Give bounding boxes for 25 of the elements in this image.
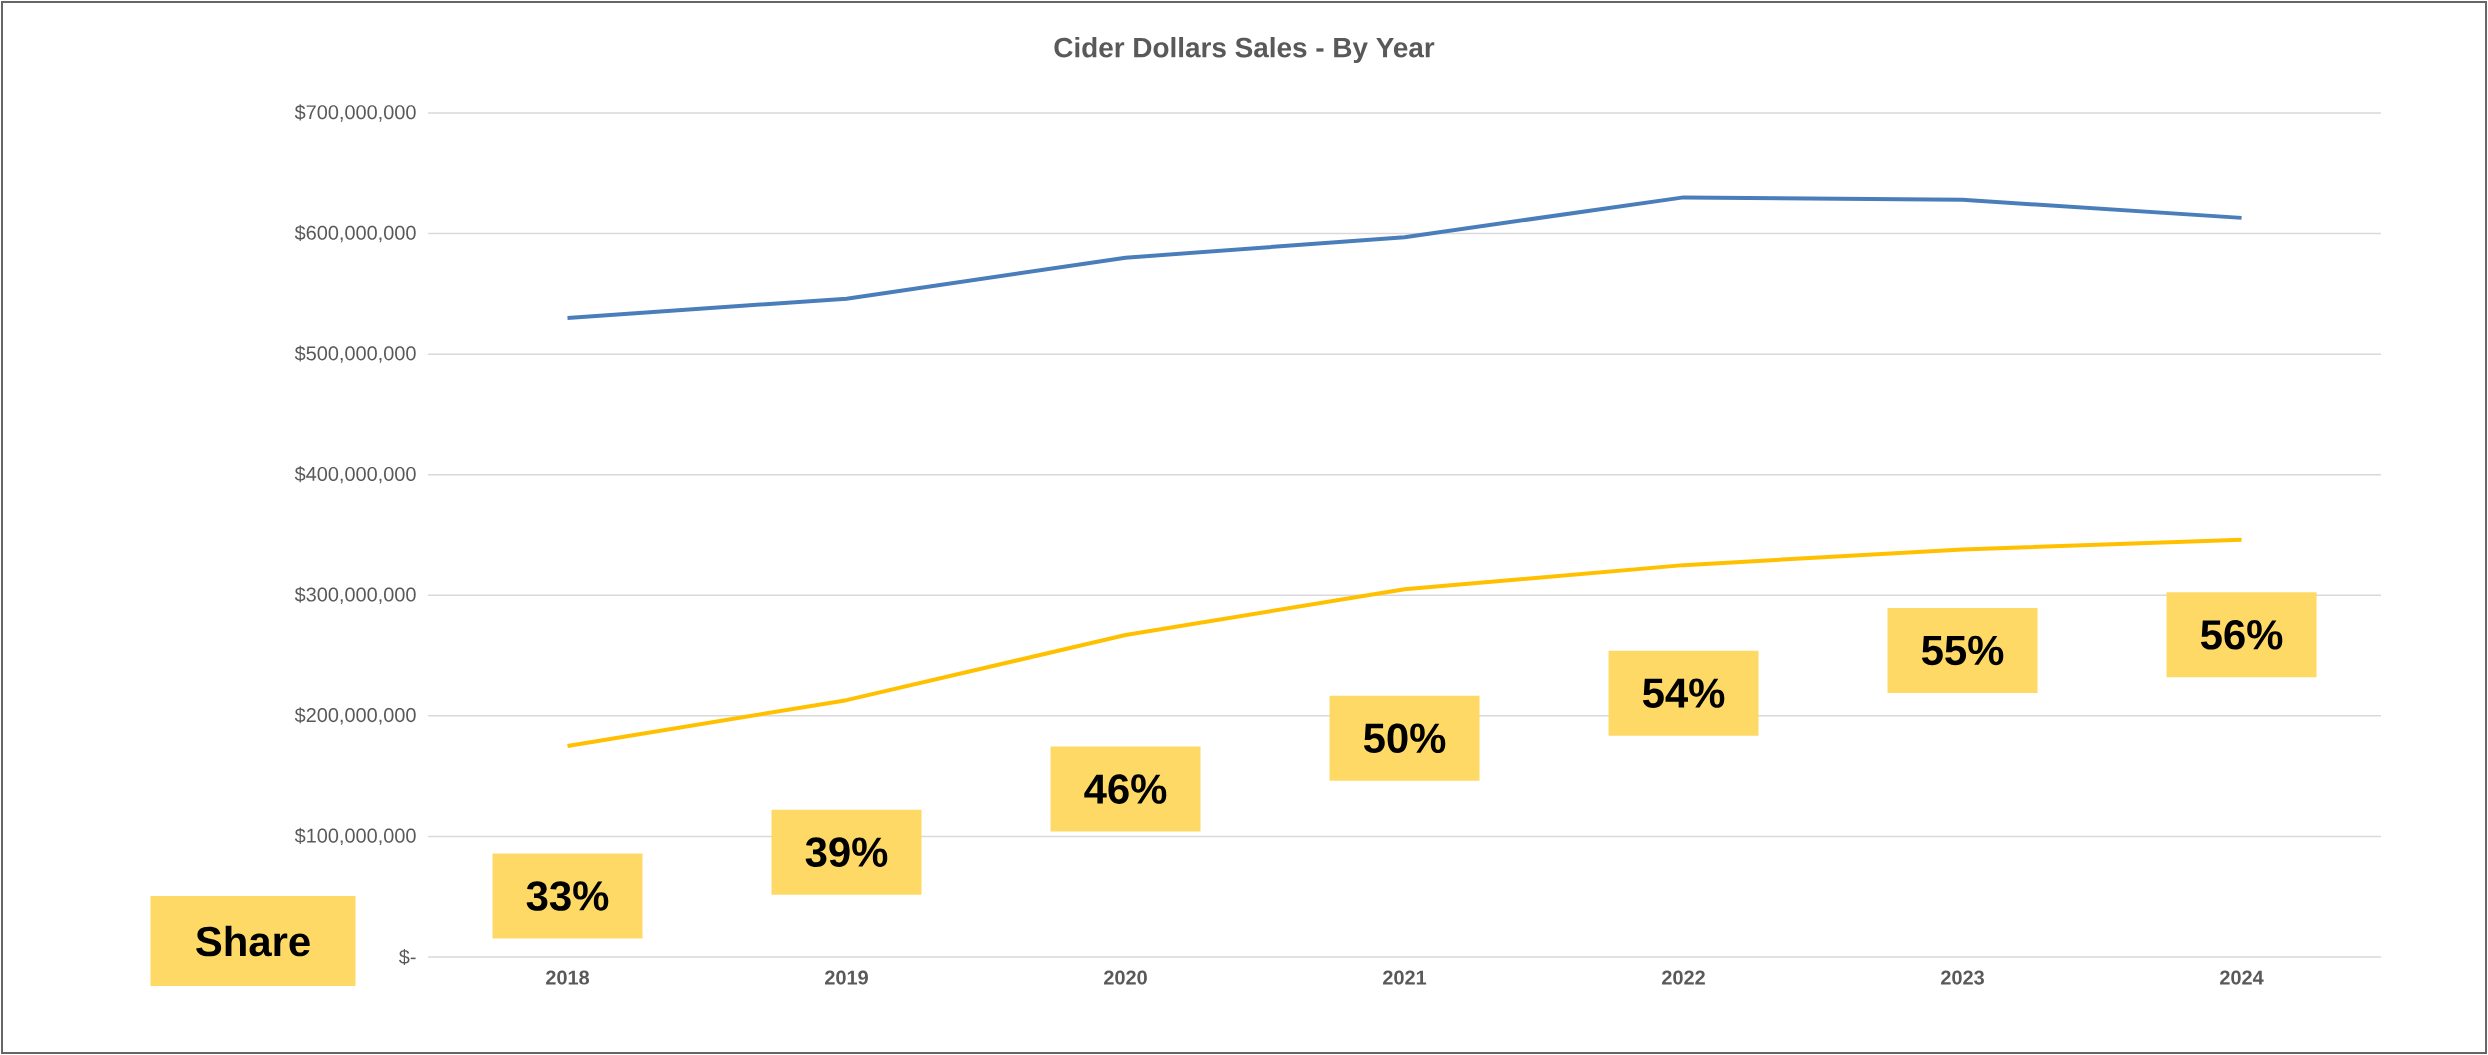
annotation: 55% [1921, 635, 2004, 666]
y-tick-label: $- [398, 948, 416, 966]
y-tick-label: $300,000,000 [294, 586, 416, 604]
x-tick-label: 2019 [825, 970, 868, 985]
y-tick-label: $200,000,000 [294, 707, 416, 725]
y-tick-label: $400,000,000 [294, 466, 416, 484]
y-tick-label: $700,000,000 [294, 104, 416, 122]
annotation: 54% [1642, 678, 1725, 708]
y-tick-label: $600,000,000 [294, 224, 416, 243]
annotation: 39% [805, 837, 888, 868]
annotation: 46% [1084, 774, 1167, 804]
text: Share [196, 925, 310, 957]
x-tick-label: 2023 [1941, 970, 1984, 985]
x-tick-label: 2022 [1662, 970, 1705, 985]
y-tick-label: $100,000,000 [294, 827, 416, 846]
line-series [565, 195, 2244, 320]
chart-title: Cider Dollars Sales - By Year [1054, 37, 1435, 63]
annotation: 33% [526, 881, 609, 911]
x-tick-label: 2021 [1383, 970, 1427, 985]
annotation: 56% [2200, 620, 2283, 650]
x-tick-label: 2020 [1104, 970, 1147, 985]
y-tick-label: $500,000,000 [294, 345, 416, 363]
x-tick-label: 2018 [546, 970, 590, 985]
x-tick-label: 2024 [2220, 970, 2264, 985]
annotation: 50% [1363, 723, 1446, 754]
